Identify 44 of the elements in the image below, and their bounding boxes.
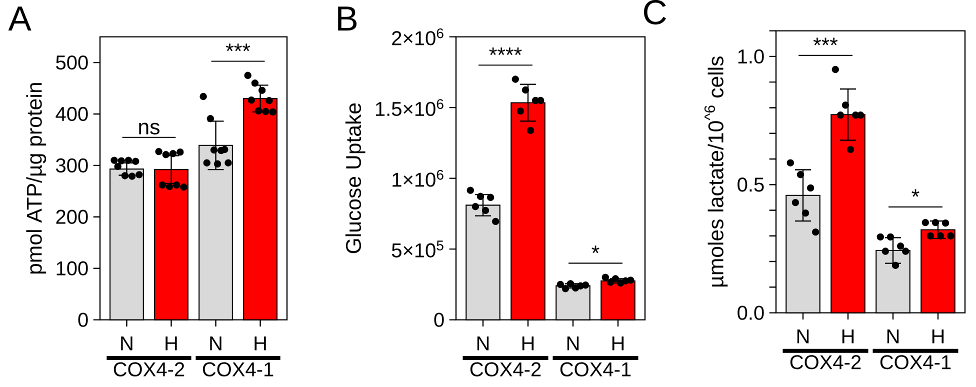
y-tick-label: 200 xyxy=(56,210,88,224)
y-tick-label: 1.0 xyxy=(738,49,764,64)
chart-title: C xyxy=(644,0,666,25)
x-tick-label: N xyxy=(567,336,579,350)
y-tick-label: 0.5 xyxy=(738,178,764,192)
x-tick-label: N xyxy=(477,336,489,350)
y-axis-title: µmoles lactate/10$^{^6}$ cells xyxy=(704,56,728,287)
y-tick-label: 0 xyxy=(78,312,88,327)
y-tick-label: 100 xyxy=(56,261,88,276)
x-tick-label: H xyxy=(612,336,624,350)
y-tick-label: 400 xyxy=(56,107,88,122)
x-tick-label: H xyxy=(254,336,266,350)
y-tick-label: 1.5×10$^{6}$ xyxy=(376,99,444,116)
y-axis-title: pmol ATP/µg protein xyxy=(26,83,46,274)
chart-title: B xyxy=(338,6,357,31)
text: COX4-1 xyxy=(560,362,631,377)
annotation: * xyxy=(912,189,920,197)
x-tick-label: N xyxy=(210,336,222,350)
x-tick-label: H xyxy=(932,330,944,344)
y-tick-label: 2×10$^{6}$ xyxy=(392,28,444,46)
y-tick-label: 0 xyxy=(434,312,444,327)
chart-title: A xyxy=(8,6,32,31)
annotation: *** xyxy=(813,38,838,46)
annotation: *** xyxy=(226,44,250,52)
x-tick-label: N xyxy=(797,330,809,344)
y-tick-label: 300 xyxy=(56,158,88,173)
text: COX4-1 xyxy=(880,355,951,370)
text: COX4-1 xyxy=(202,362,274,377)
y-axis-title: Glucose Uptake xyxy=(345,103,366,254)
y-tick-label: 1×10$^{6}$ xyxy=(392,170,444,187)
text: COX4-2 xyxy=(114,362,184,377)
text: COX4-2 xyxy=(790,355,861,370)
annotation: **** xyxy=(489,48,522,56)
x-tick-label: N xyxy=(887,330,899,344)
x-tick-label: H xyxy=(166,336,177,350)
y-tick-label: 0.0 xyxy=(738,306,764,320)
x-tick-label: H xyxy=(842,330,854,344)
y-tick-label: 5×10$^{5}$ xyxy=(392,240,444,258)
y-tick-label: 500 xyxy=(56,56,88,70)
x-tick-label: H xyxy=(522,336,534,350)
annotation: ns xyxy=(139,122,160,135)
x-tick-label: N xyxy=(121,336,132,350)
annotation: * xyxy=(592,246,600,254)
text: COX4-2 xyxy=(470,362,541,377)
